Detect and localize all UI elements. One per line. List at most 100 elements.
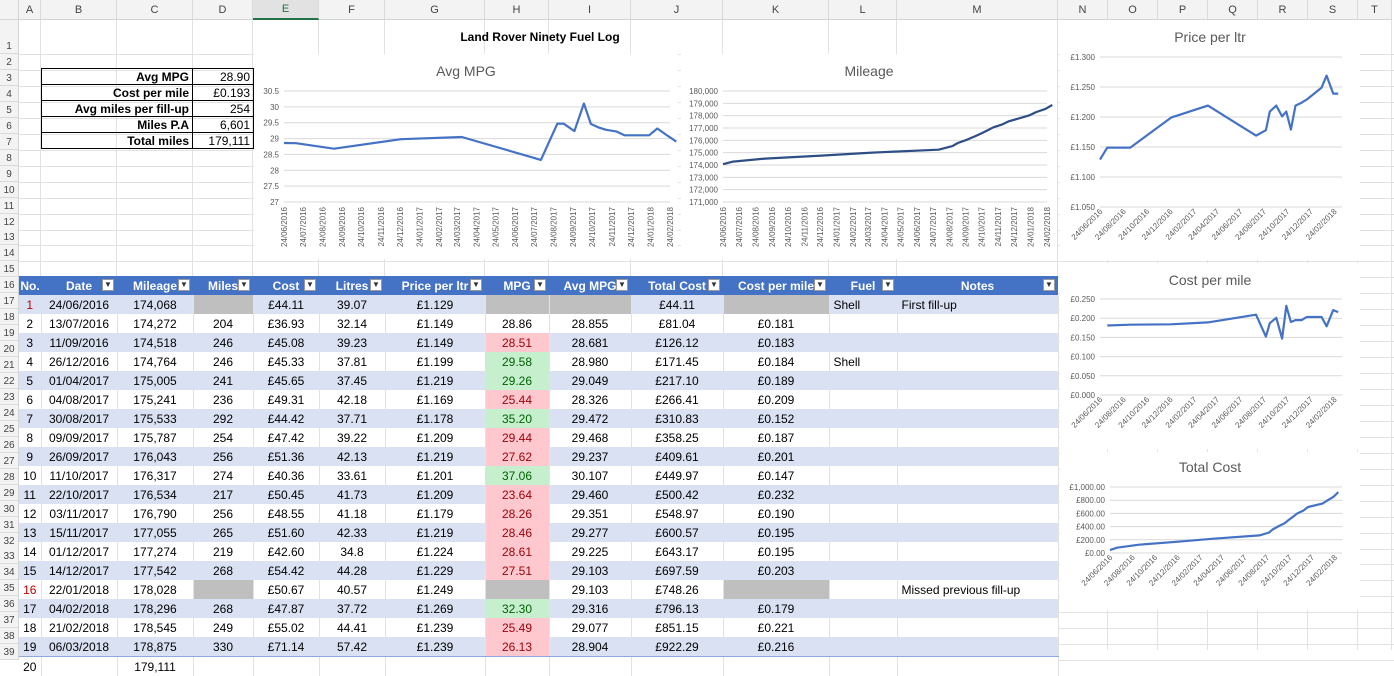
cell-mpg[interactable]: 29.26 [485, 371, 549, 390]
cell-mileage[interactable]: 178,875 [117, 637, 193, 657]
cell-fuel[interactable] [829, 580, 897, 599]
cell-total[interactable]: £44.11 [631, 295, 723, 314]
cell-litres[interactable]: 42.13 [319, 447, 385, 466]
cell-no[interactable]: 18 [19, 618, 41, 637]
row-header-36[interactable]: 36 [0, 596, 19, 612]
cell-notes[interactable] [897, 447, 1058, 466]
cell-mpg[interactable]: 28.26 [485, 504, 549, 523]
cell-miles[interactable]: 330 [193, 637, 253, 657]
cell-miles[interactable]: 256 [193, 447, 253, 466]
cell-total[interactable]: £358.25 [631, 428, 723, 447]
cell-price[interactable]: £1.201 [385, 466, 485, 485]
cell-total[interactable]: £126.12 [631, 333, 723, 352]
cell-mileage[interactable]: 176,317 [117, 466, 193, 485]
cell-price[interactable]: £1.229 [385, 561, 485, 580]
column-header-s[interactable]: S [1308, 0, 1358, 20]
cell-mpg[interactable]: 29.44 [485, 428, 549, 447]
cell-mileage[interactable]: 176,043 [117, 447, 193, 466]
cell-avg[interactable]: 30.107 [549, 466, 631, 485]
cell-date[interactable]: 22/10/2017 [41, 485, 117, 504]
row-header-32[interactable]: 32 [0, 533, 19, 549]
cell-miles[interactable]: 274 [193, 466, 253, 485]
filter-dropdown-icon[interactable]: ▼ [534, 279, 546, 291]
cell-fuel[interactable] [829, 485, 897, 504]
cell-no[interactable]: 7 [19, 409, 41, 428]
cell-avg[interactable]: 29.103 [549, 561, 631, 580]
cell-mpg[interactable]: 35.20 [485, 409, 549, 428]
filter-dropdown-icon[interactable]: ▼ [102, 279, 114, 291]
cell-cpm[interactable]: £0.147 [723, 466, 829, 485]
cell-date[interactable]: 04/02/2018 [41, 599, 117, 618]
cell-notes[interactable] [897, 428, 1058, 447]
cell-mileage[interactable]: 175,787 [117, 428, 193, 447]
row-header-29[interactable]: 29 [0, 485, 19, 501]
row-header-25[interactable]: 25 [0, 421, 19, 437]
column-header-k[interactable]: K [723, 0, 829, 20]
cell-date[interactable]: 22/01/2018 [41, 580, 117, 599]
cell-mpg[interactable]: 28.61 [485, 542, 549, 561]
cell-date[interactable]: 26/09/2017 [41, 447, 117, 466]
row-header-26[interactable]: 26 [0, 437, 19, 453]
cell-avg[interactable]: 29.472 [549, 409, 631, 428]
row-header-2[interactable]: 2 [0, 54, 19, 70]
cell-litres[interactable]: 40.57 [319, 580, 385, 599]
cell-notes[interactable] [897, 409, 1058, 428]
cell-cpm[interactable]: £0.179 [723, 599, 829, 618]
cell-no[interactable]: 6 [19, 390, 41, 409]
row-header-9[interactable]: 9 [0, 166, 19, 182]
cell-total[interactable]: £600.57 [631, 523, 723, 542]
column-header-q[interactable]: Q [1208, 0, 1258, 20]
cell-cpm[interactable]: £0.183 [723, 333, 829, 352]
cell-total[interactable]: £266.41 [631, 390, 723, 409]
cell-total[interactable]: £81.04 [631, 314, 723, 333]
cell-litres[interactable]: 37.71 [319, 409, 385, 428]
cell-litres[interactable]: 39.22 [319, 428, 385, 447]
header-avg-mpg[interactable]: Avg MPG▼ [549, 276, 631, 295]
cell-notes[interactable] [897, 390, 1058, 409]
cell-fuel[interactable] [829, 314, 897, 333]
cell-mpg[interactable] [485, 657, 549, 676]
row-header-10[interactable]: 10 [0, 182, 19, 198]
cell-notes[interactable] [897, 504, 1058, 523]
cell-mileage[interactable]: 174,068 [117, 295, 193, 314]
cell-date[interactable]: 01/04/2017 [41, 371, 117, 390]
cell-fuel[interactable] [829, 333, 897, 352]
cell-miles[interactable]: 219 [193, 542, 253, 561]
cell-no[interactable]: 1 [19, 295, 41, 314]
column-header-i[interactable]: I [549, 0, 631, 20]
header-cost-per-mile[interactable]: Cost per mile▼ [723, 276, 829, 295]
cell-mpg[interactable]: 28.51 [485, 333, 549, 352]
cell-cost[interactable]: £36.93 [253, 314, 319, 333]
row-header-28[interactable]: 28 [0, 469, 19, 485]
cell-notes[interactable] [897, 352, 1058, 371]
cell-mileage[interactable]: 174,764 [117, 352, 193, 371]
column-header-m[interactable]: M [897, 0, 1058, 20]
cell-avg[interactable]: 29.316 [549, 599, 631, 618]
cell-mpg[interactable]: 27.51 [485, 561, 549, 580]
cell-no[interactable]: 13 [19, 523, 41, 542]
cell-mpg[interactable] [485, 580, 549, 599]
cell-notes[interactable] [897, 485, 1058, 504]
cell-price[interactable]: £1.239 [385, 618, 485, 637]
cell-fuel[interactable] [829, 504, 897, 523]
cell-cpm[interactable]: £0.221 [723, 618, 829, 637]
cell-date[interactable]: 03/11/2017 [41, 504, 117, 523]
cell-notes[interactable] [897, 618, 1058, 637]
cell-price[interactable]: £1.199 [385, 352, 485, 371]
cell-avg[interactable]: 29.277 [549, 523, 631, 542]
chart-price-per-ltr[interactable]: Price per ltr £1.050£1.100£1.150£1.200£1… [1060, 20, 1360, 260]
cell-cpm[interactable]: £0.195 [723, 542, 829, 561]
cell-total[interactable]: £500.42 [631, 485, 723, 504]
cell-litres[interactable]: 32.14 [319, 314, 385, 333]
cell-miles[interactable]: 217 [193, 485, 253, 504]
cell-miles[interactable]: 204 [193, 314, 253, 333]
cell-cpm[interactable] [723, 295, 829, 314]
cell-mpg[interactable]: 23.64 [485, 485, 549, 504]
cell-cost[interactable]: £45.08 [253, 333, 319, 352]
cell-avg[interactable]: 29.351 [549, 504, 631, 523]
column-header-e[interactable]: E [253, 0, 319, 20]
row-header-24[interactable]: 24 [0, 405, 19, 421]
cell-litres[interactable]: 41.73 [319, 485, 385, 504]
header-mileage[interactable]: Mileage▼ [117, 276, 193, 295]
cell-avg[interactable]: 28.904 [549, 637, 631, 657]
